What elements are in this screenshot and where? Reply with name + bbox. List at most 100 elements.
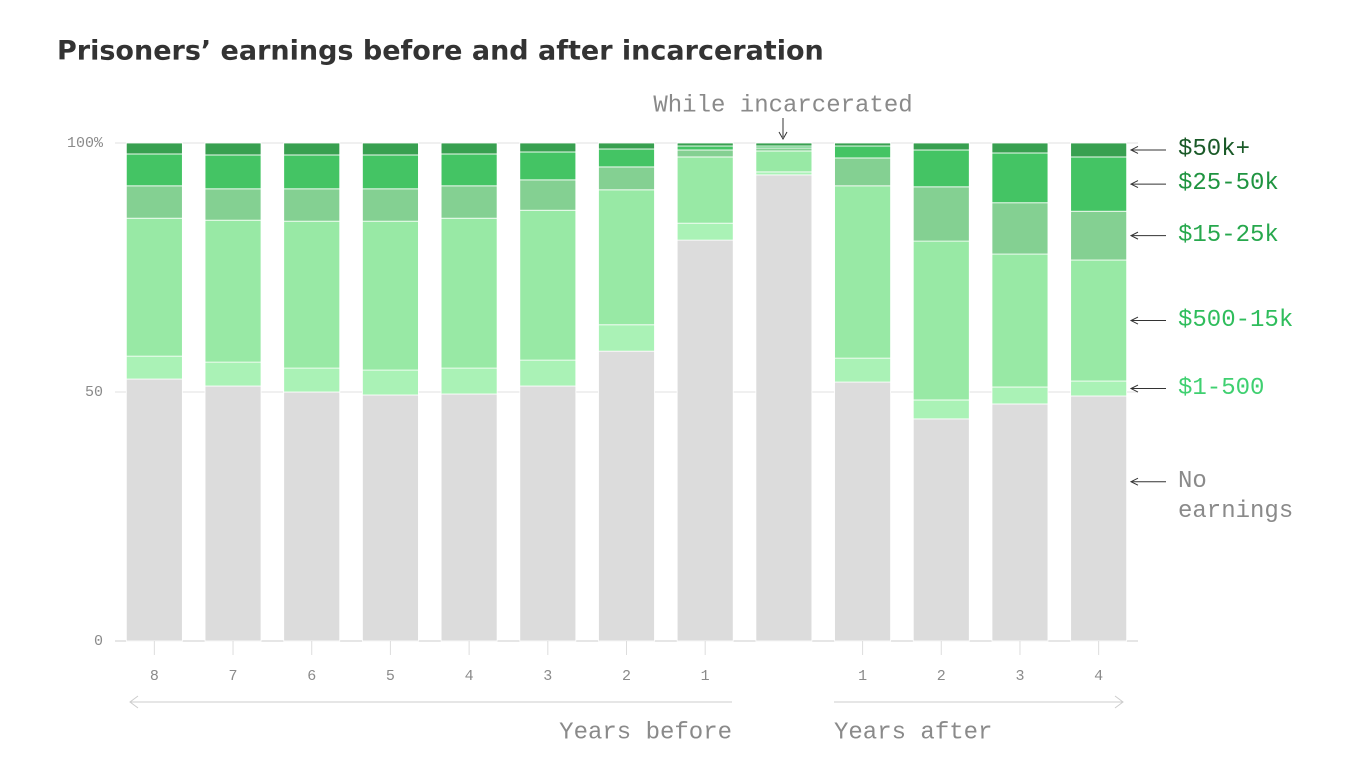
bar-segment xyxy=(991,386,1049,405)
bar-segment xyxy=(125,142,183,155)
bar-segment xyxy=(598,166,655,191)
bar-segment xyxy=(283,220,341,369)
group-label: Years before xyxy=(559,719,732,746)
group-label: Years after xyxy=(834,719,992,746)
bar-segment xyxy=(991,152,1049,204)
bar-segment xyxy=(755,147,813,152)
x-tick-label: 2 xyxy=(937,668,946,685)
legend-label: No earnings xyxy=(1178,467,1294,525)
x-tick-label: 1 xyxy=(858,668,867,685)
x-tick-label: 1 xyxy=(701,668,710,685)
x-tick-label: 4 xyxy=(1094,668,1103,685)
x-tick-label: 2 xyxy=(622,668,631,685)
legend-arrowhead xyxy=(1129,384,1139,393)
annotation-arrowhead xyxy=(778,131,788,141)
bar-segment xyxy=(362,188,419,222)
bar-segment xyxy=(362,369,419,396)
bar-segment xyxy=(440,217,498,369)
bar-segment xyxy=(912,142,970,151)
legend-arrowhead xyxy=(1129,316,1139,325)
bar-segment xyxy=(676,239,734,642)
bar-segment xyxy=(283,154,341,190)
bar-segment xyxy=(519,385,577,642)
x-tick-label: 6 xyxy=(307,668,316,685)
bar-segment xyxy=(440,142,498,155)
bar-segment xyxy=(204,219,262,363)
bar-segment xyxy=(834,145,891,159)
bar-segment xyxy=(991,403,1049,642)
bar-segment xyxy=(598,189,655,326)
bar-segment xyxy=(519,151,577,181)
bar-segment xyxy=(362,220,419,371)
bar-segment xyxy=(598,148,655,168)
bar-segment xyxy=(204,142,262,156)
bar-segment xyxy=(283,391,341,642)
bar-segment xyxy=(440,153,498,187)
bar-segment xyxy=(912,418,970,642)
bar-segment xyxy=(519,142,577,153)
x-tick-label: 5 xyxy=(386,668,395,685)
bar-segment xyxy=(440,367,498,395)
group-arrowhead xyxy=(129,695,139,709)
annotation: While incarcerated xyxy=(653,92,912,119)
x-tick-label: 8 xyxy=(150,668,159,685)
y-tick-label: 50 xyxy=(85,384,103,401)
bar-segment xyxy=(283,142,341,156)
bar-segment xyxy=(283,188,341,222)
chart-title: Prisoners’ earnings before and after inc… xyxy=(57,36,824,67)
bar-segment xyxy=(125,185,183,219)
bar-segment xyxy=(912,186,970,242)
bar-segment xyxy=(598,142,655,150)
bar-segment xyxy=(440,185,498,219)
bar-segment xyxy=(676,149,734,158)
legend-label: $500-15k xyxy=(1178,306,1294,334)
bar-segment xyxy=(362,394,419,642)
x-tick-label: 3 xyxy=(1015,668,1024,685)
group-arrowhead xyxy=(1114,695,1124,709)
legend-arrowhead xyxy=(1129,477,1139,486)
bar-segment xyxy=(676,156,734,224)
legend-label: $25-50k xyxy=(1178,170,1279,198)
bar-segment xyxy=(834,157,891,187)
bar-segment xyxy=(1070,380,1128,397)
bar-segment xyxy=(1070,210,1128,261)
bar-segment xyxy=(912,399,970,420)
bar-segment xyxy=(204,361,262,387)
bar-segment xyxy=(204,385,262,642)
bar-segment xyxy=(1070,259,1128,382)
bar-segment xyxy=(598,324,655,352)
bar-segment xyxy=(834,185,891,359)
bar-segment xyxy=(912,149,970,188)
bar-segment xyxy=(834,357,891,383)
y-tick-label: 100% xyxy=(67,135,104,152)
bar-segment xyxy=(912,240,970,401)
bar-segment xyxy=(1070,156,1128,212)
bar-segment xyxy=(362,142,419,156)
bar-segment xyxy=(991,253,1049,388)
x-tick-label: 3 xyxy=(543,668,552,685)
legend-label: $50k+ xyxy=(1178,135,1251,163)
bar-segment xyxy=(519,179,577,211)
y-tick-label: 0 xyxy=(94,633,103,650)
bar-segment xyxy=(598,350,655,642)
x-tick-label: 7 xyxy=(229,668,238,685)
legend-label: $15-25k xyxy=(1178,221,1279,249)
bar-segment xyxy=(755,174,813,642)
bar-segment xyxy=(519,359,577,387)
bar-segment xyxy=(125,153,183,187)
bar-segment xyxy=(125,217,183,357)
bar-segment xyxy=(676,142,734,147)
x-tick-label: 4 xyxy=(465,668,474,685)
legend-arrowhead xyxy=(1129,180,1139,189)
bar-segment xyxy=(125,378,183,642)
bar-segment xyxy=(204,154,262,190)
bar-segment xyxy=(1070,395,1128,642)
bar-segment xyxy=(676,145,734,151)
bar-segment xyxy=(125,355,183,380)
bar-segment xyxy=(991,202,1049,255)
bar-segment xyxy=(755,150,813,173)
legend-label: $1-500 xyxy=(1178,374,1265,402)
bar-segment xyxy=(1070,142,1128,158)
